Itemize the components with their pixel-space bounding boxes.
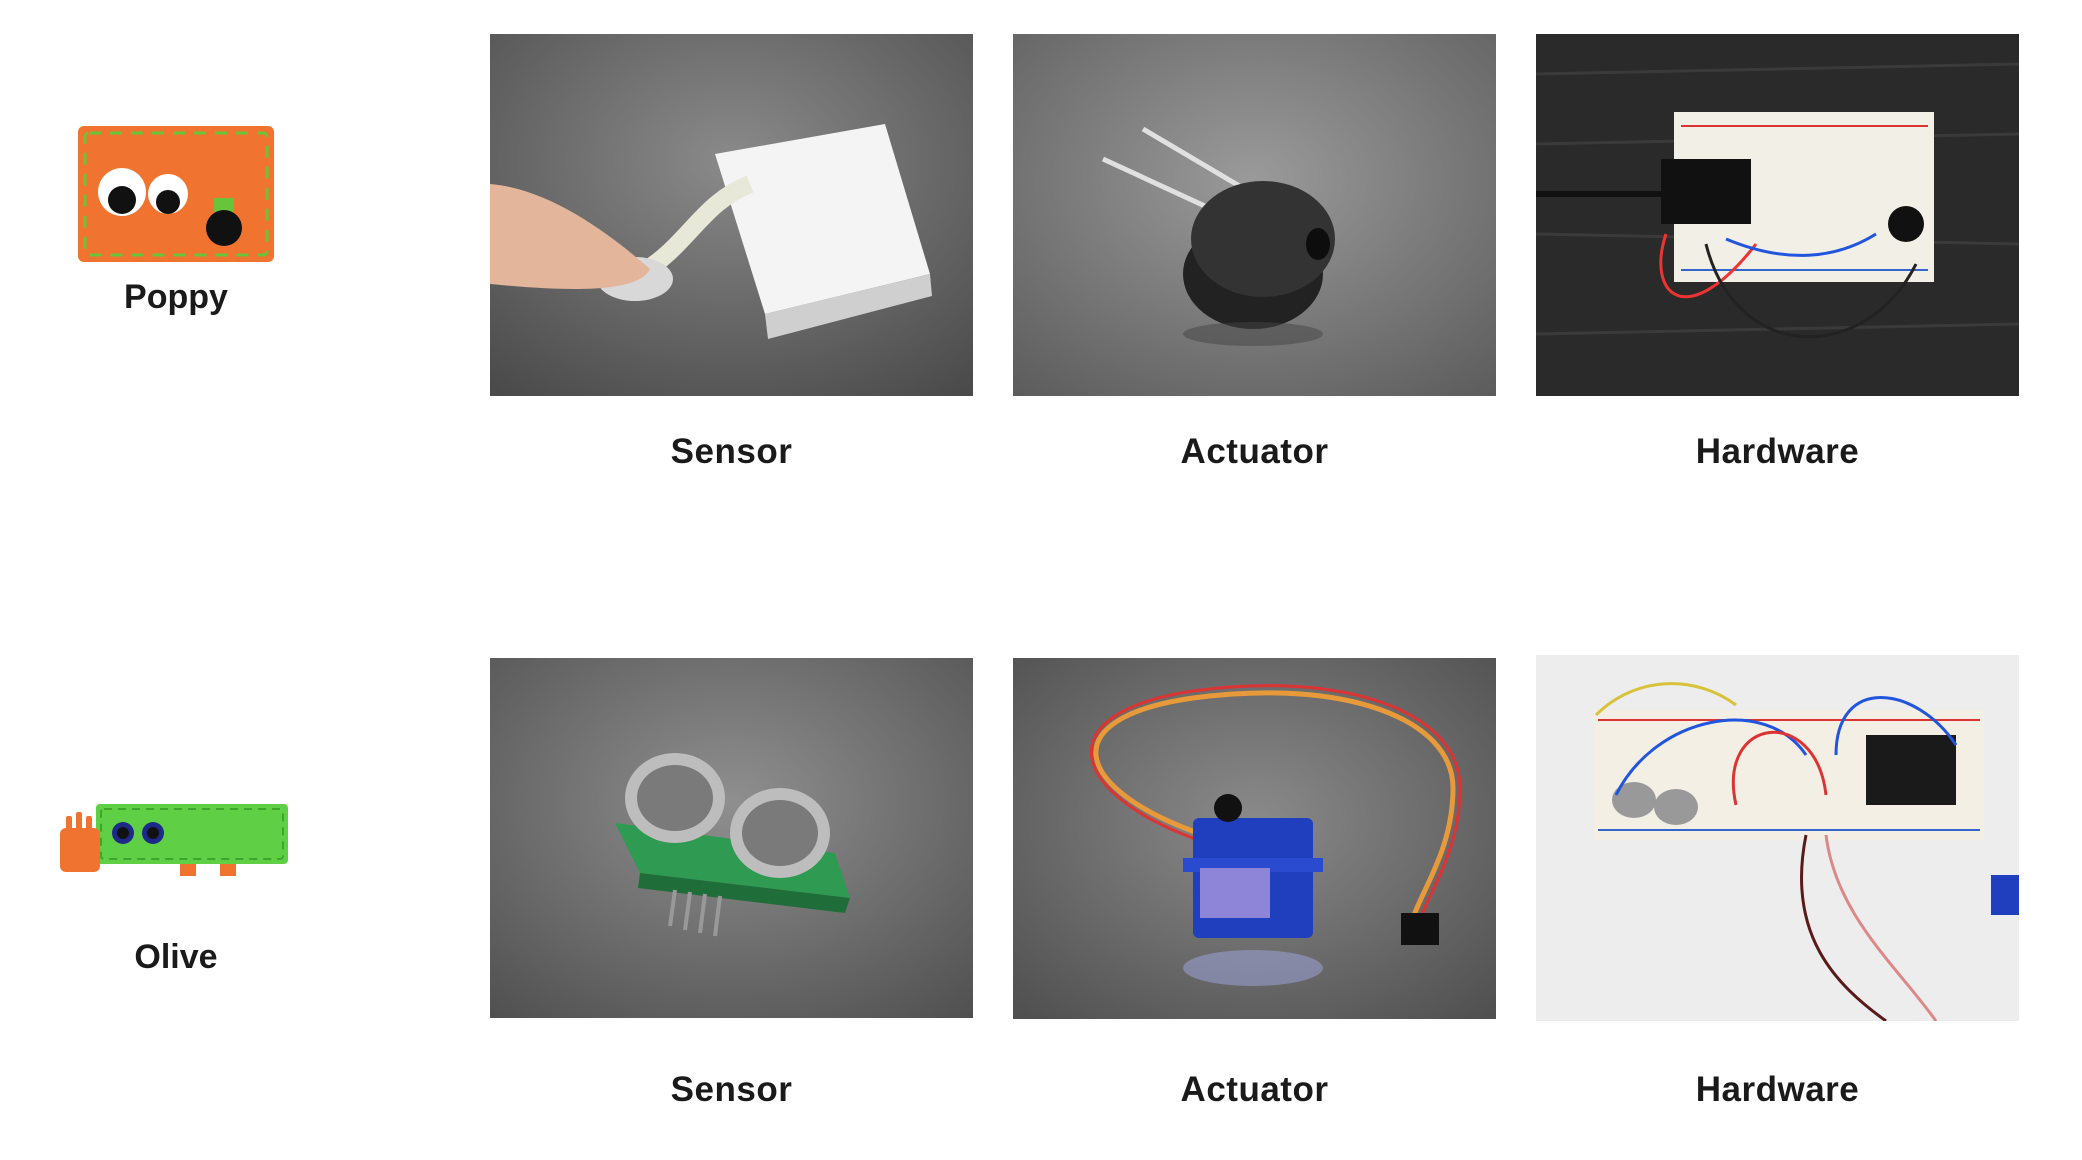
tile-caption-hardware: Hardware [1695,1070,1860,1109]
tile-caption-sensor: Sensor [670,432,793,471]
poppy-character-icon [78,126,274,262]
tile-caption-hardware: Hardware [1695,432,1860,471]
olive-character-icon [58,800,290,880]
character-name-poppy: Poppy [124,278,228,316]
force-sensor-breadboard-photo [490,34,973,396]
piezo-buzzer-photo [1013,34,1496,396]
tile-caption-actuator: Actuator [1180,432,1329,471]
tile-caption-actuator: Actuator [1180,1070,1329,1109]
micro-servo-photo [1013,658,1496,1019]
breadboard-circuit-servo-photo [1536,655,2019,1021]
ultrasonic-sensor-photo [490,658,973,1018]
character-name-olive: Olive [134,938,218,976]
tile-caption-sensor: Sensor [670,1070,793,1109]
breadboard-circuit-photo [1536,34,2019,396]
